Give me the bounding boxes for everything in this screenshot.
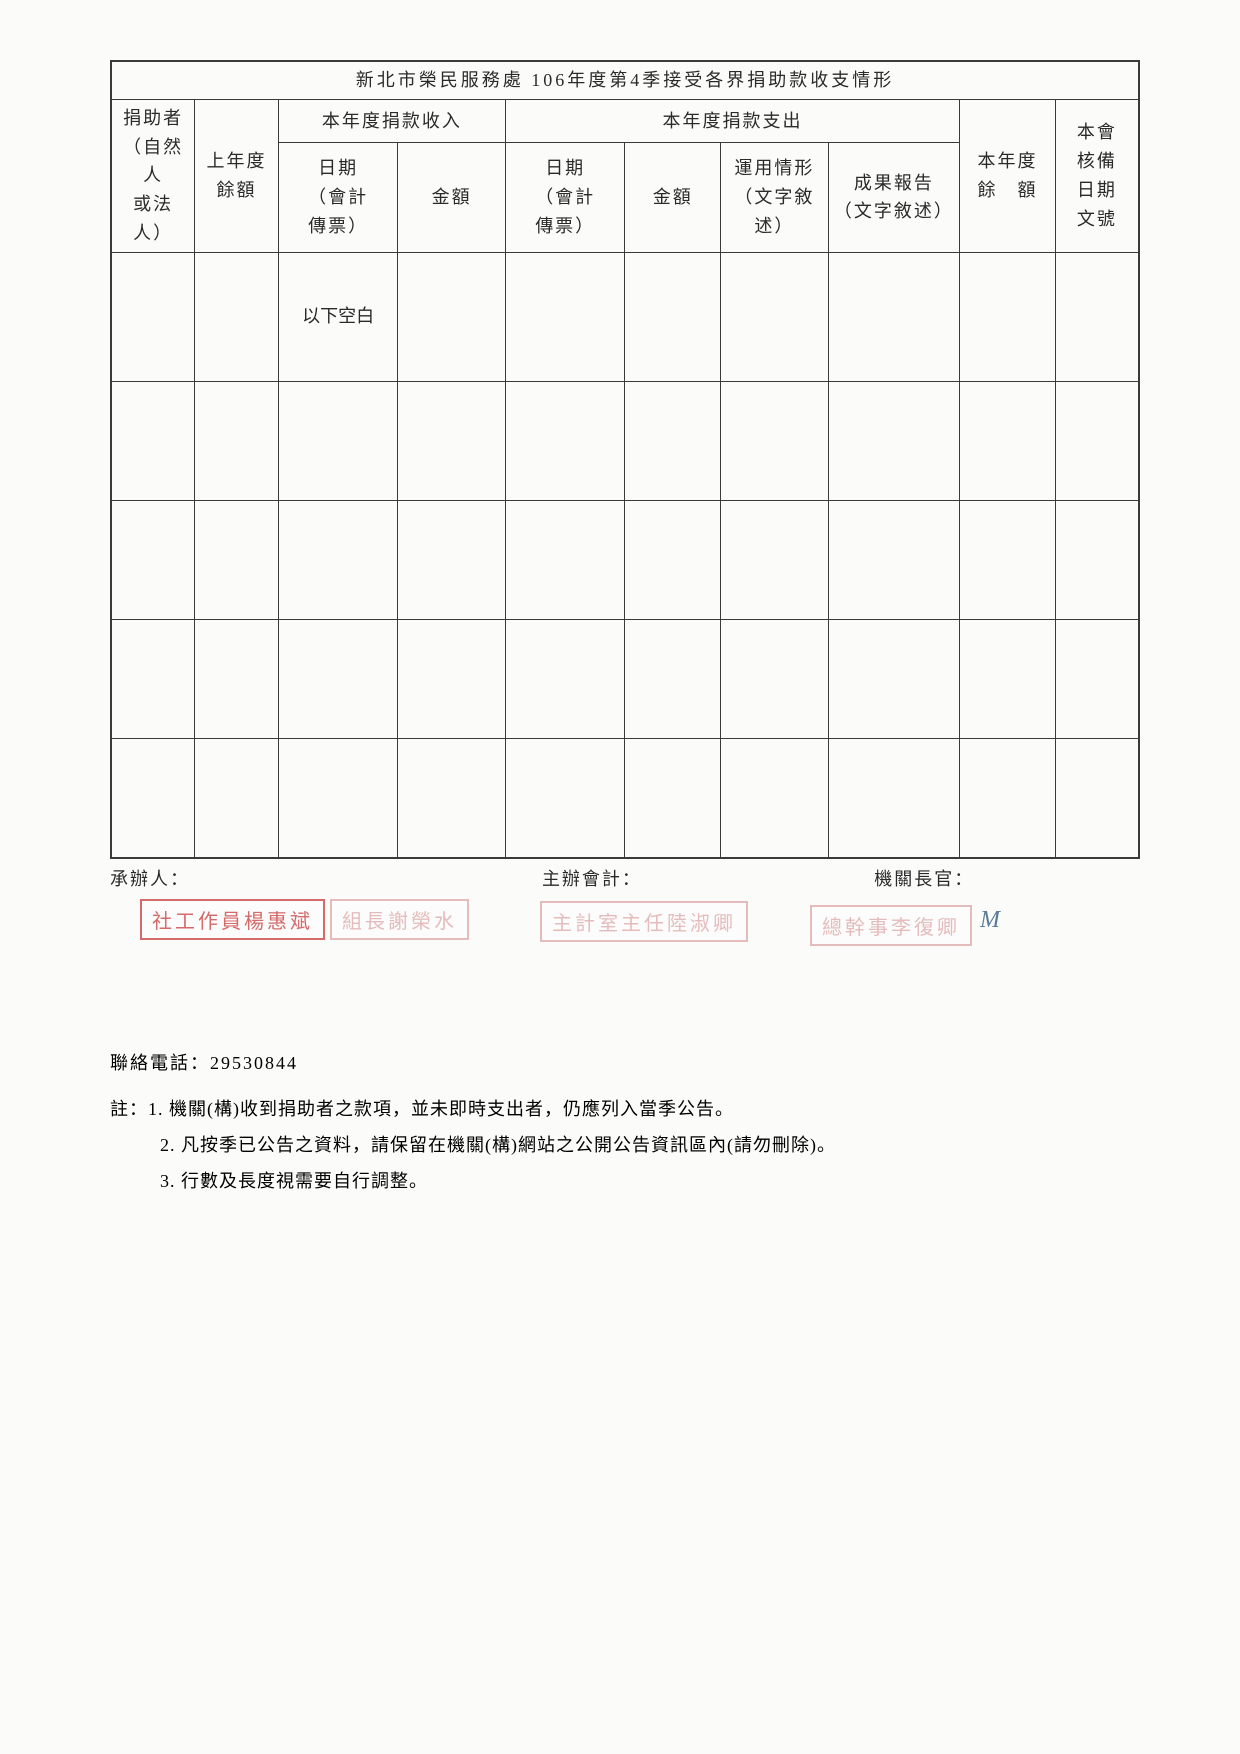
accountant-label: 主辦會計： <box>542 869 642 889</box>
signature-row: 承辦人： 主辦會計： 機關長官： <box>110 865 1140 891</box>
note-3: 3. 行數及長度視需要自行調整。 <box>110 1163 1140 1199</box>
table-row <box>111 619 1139 738</box>
note-2: 2. 凡按季已公告之資料，請保留在機關(構)網站之公開公告資訊區內(請勿刪除)。 <box>110 1127 1140 1163</box>
header-donor: 捐助者 （自然 人 或法 人） <box>111 99 195 252</box>
chief-label: 機關長官： <box>874 869 974 889</box>
table-row <box>111 381 1139 500</box>
header-usage: 運用情形 （文字敘 述） <box>721 143 829 253</box>
stamp-chief: 總幹事李復卿 <box>810 905 972 946</box>
table-title: 新北市榮民服務處 106年度第4季接受各界捐助款收支情形 <box>111 61 1139 99</box>
blank-below-cell: 以下空白 <box>278 252 398 381</box>
header-income-group: 本年度捐款收入 <box>278 99 505 142</box>
chief-initial: M <box>980 907 1000 934</box>
header-curr-balance: 本年度 餘 額 <box>960 99 1056 252</box>
header-income-amount: 金額 <box>398 143 506 253</box>
stamps-area: 社工作員楊惠斌 組長謝榮水 主計室主任陸淑卿 總幹事李復卿 M <box>110 899 1140 949</box>
header-prev-balance: 上年度 餘額 <box>195 99 279 252</box>
table-row: 以下空白 <box>111 252 1139 381</box>
header-report: 成果報告 （文字敘述） <box>828 143 959 253</box>
handler-label: 承辦人： <box>110 869 190 889</box>
note-1: 註：1. 機關(構)收到捐助者之款項，並未即時支出者，仍應列入當季公告。 <box>110 1091 1140 1127</box>
stamp-handler: 社工作員楊惠斌 <box>140 899 325 940</box>
header-expense-group: 本年度捐款支出 <box>505 99 959 142</box>
contact-phone: 聯絡電話：29530844 <box>110 1049 1140 1075</box>
notes-section: 註：1. 機關(構)收到捐助者之款項，並未即時支出者，仍應列入當季公告。 2. … <box>110 1091 1140 1199</box>
table-row <box>111 738 1139 858</box>
document-page: 新北市榮民服務處 106年度第4季接受各界捐助款收支情形 捐助者 （自然 人 或… <box>0 0 1240 1259</box>
header-expense-date: 日期 （會計 傳票） <box>505 143 625 253</box>
stamp-accountant: 主計室主任陸淑卿 <box>540 901 748 942</box>
header-expense-amount: 金額 <box>625 143 721 253</box>
donation-table: 新北市榮民服務處 106年度第4季接受各界捐助款收支情形 捐助者 （自然 人 或… <box>110 60 1140 859</box>
table-row <box>111 500 1139 619</box>
header-income-date: 日期 （會計 傳票） <box>278 143 398 253</box>
header-approval: 本會 核備 日期 文號 <box>1055 99 1139 252</box>
stamp-leader: 組長謝榮水 <box>330 899 469 940</box>
